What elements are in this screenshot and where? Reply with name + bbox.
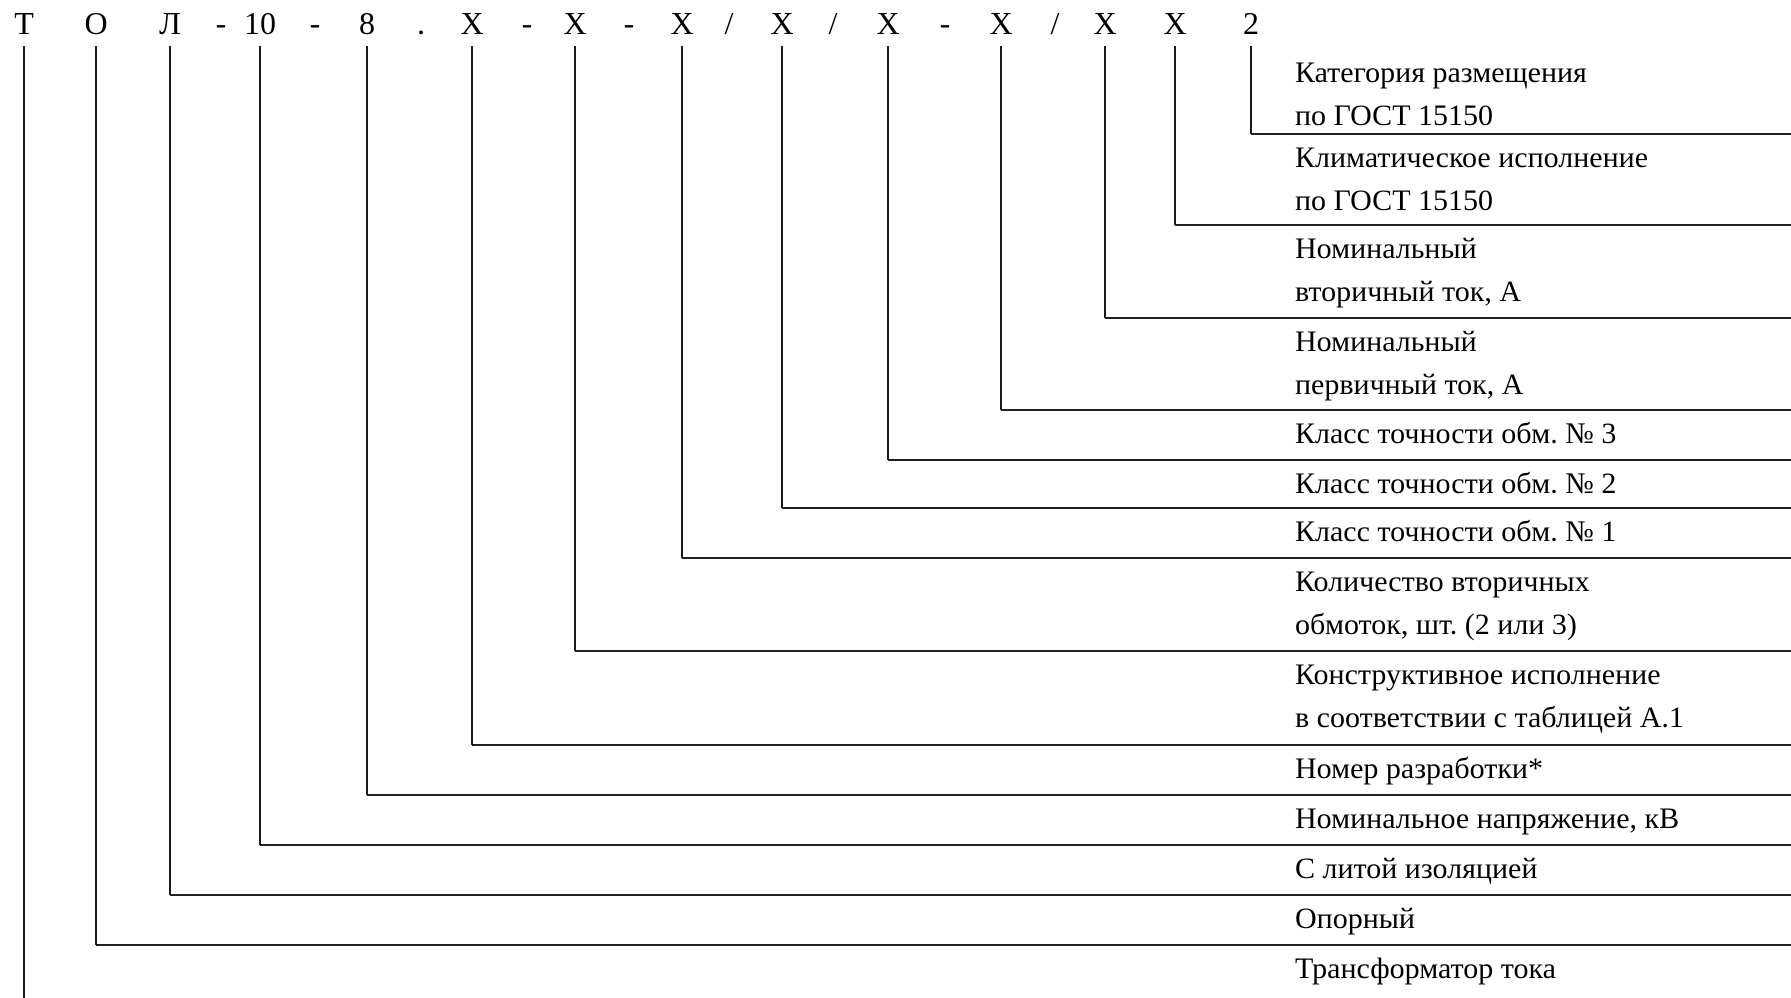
description-12-line-0: Опорный bbox=[1295, 902, 1415, 935]
description-8-line-1: в соответствии с таблицей А.1 bbox=[1295, 701, 1684, 734]
description-13-line-0: Трансформатор тока bbox=[1295, 952, 1556, 985]
description-3-line-1: первичный ток, А bbox=[1295, 368, 1524, 401]
code-char-7: . bbox=[417, 5, 425, 41]
code-char-20: Х bbox=[1093, 5, 1116, 41]
description-1-line-1: по ГОСТ 15150 bbox=[1295, 184, 1493, 217]
description-0-line-1: по ГОСТ 15150 bbox=[1295, 99, 1493, 132]
code-char-15: / bbox=[829, 5, 838, 41]
description-1-line-0: Климатическое исполнение bbox=[1295, 141, 1648, 174]
description-6-line-0: Класс точности обм. № 1 bbox=[1295, 515, 1616, 548]
code-char-3: - bbox=[216, 5, 227, 41]
description-7-line-0: Количество вторичных bbox=[1295, 565, 1590, 598]
code-char-16: Х bbox=[876, 5, 899, 41]
description-3-line-0: Номинальный bbox=[1295, 325, 1477, 358]
description-4-line-0: Класс точности обм. № 3 bbox=[1295, 417, 1616, 450]
leader-lines bbox=[23, 46, 1791, 998]
description-10-line-0: Номинальное напряжение, кВ bbox=[1295, 802, 1679, 835]
code-char-21: Х bbox=[1163, 5, 1186, 41]
code-char-18: Х bbox=[989, 5, 1012, 41]
code-char-8: Х bbox=[460, 5, 483, 41]
description-7-line-1: обмоток, шт. (2 или 3) bbox=[1295, 608, 1577, 641]
code-char-14: Х bbox=[770, 5, 793, 41]
code-char-2: Л bbox=[159, 5, 181, 41]
code-char-4: 10 bbox=[244, 5, 276, 41]
description-11-line-0: С литой изоляцией bbox=[1295, 852, 1537, 885]
code-char-1: О bbox=[84, 5, 107, 41]
code-char-0: Т bbox=[14, 5, 34, 41]
code-char-10: Х bbox=[563, 5, 586, 41]
code-char-11: - bbox=[624, 5, 635, 41]
code-char-12: Х bbox=[670, 5, 693, 41]
code-char-6: 8 bbox=[359, 5, 375, 41]
code-char-19: / bbox=[1051, 5, 1060, 41]
description-labels: Категория размещения по ГОСТ 15150 Климати… bbox=[1295, 56, 1684, 985]
code-char-13: / bbox=[725, 5, 734, 41]
code-char-9: - bbox=[522, 5, 533, 41]
description-2-line-1: вторичный ток, А bbox=[1295, 275, 1521, 308]
code-char-22: 2 bbox=[1243, 5, 1259, 41]
description-8-line-0: Конструктивное исполнение bbox=[1295, 658, 1661, 691]
code-char-17: - bbox=[940, 5, 951, 41]
description-5-line-0: Класс точности обм. № 2 bbox=[1295, 467, 1616, 500]
code-char-5: - bbox=[310, 5, 321, 41]
description-2-line-0: Номинальный bbox=[1295, 232, 1477, 265]
description-0-line-0: Категория размещения bbox=[1295, 56, 1587, 89]
designation-code: Т О Л -10-8. Х - Х - Х / Х / Х - Х / Х Х 2 bbox=[14, 5, 1259, 41]
description-9-line-0: Номер разработки* bbox=[1295, 752, 1543, 785]
